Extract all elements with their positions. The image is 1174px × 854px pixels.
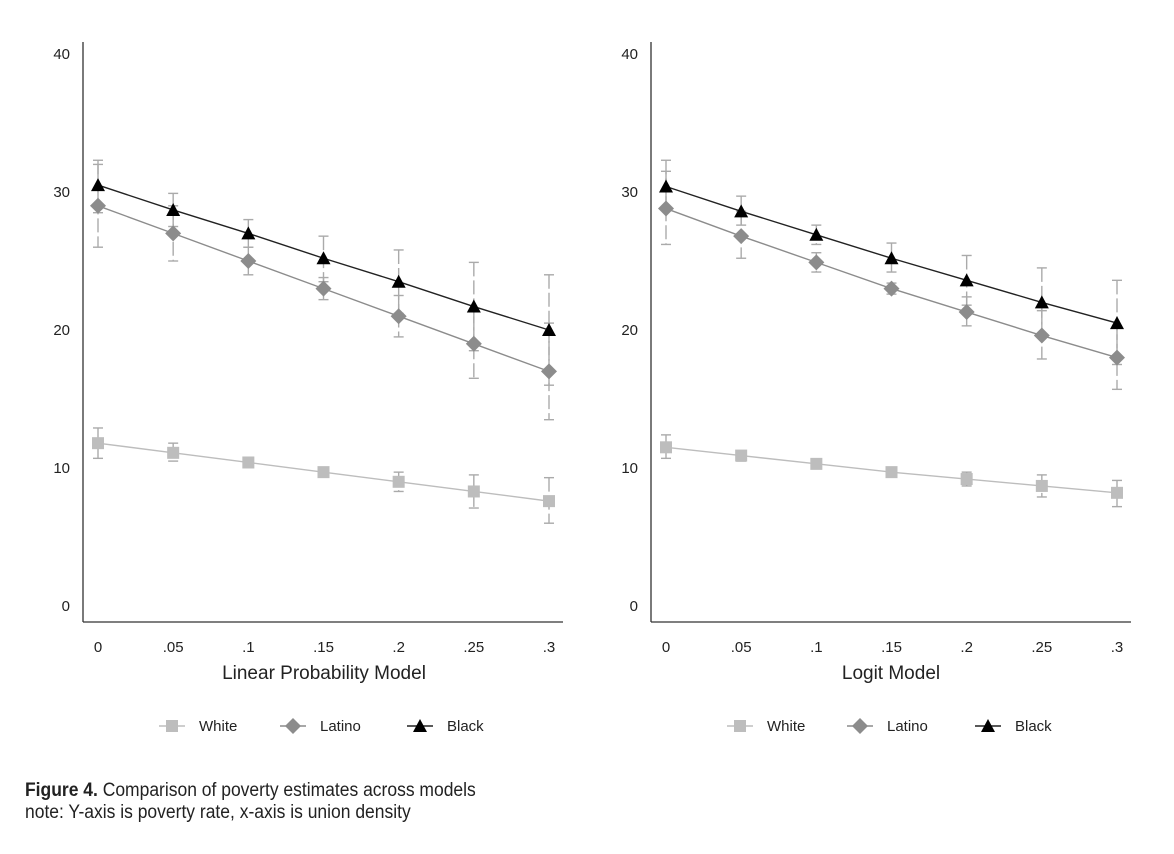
- figure-title: Comparison of poverty estimates across m…: [102, 780, 476, 801]
- data-point: [92, 437, 104, 450]
- x-axis-title: Logit Model: [842, 663, 940, 684]
- data-point: [660, 441, 672, 454]
- data-point: [659, 179, 673, 193]
- legend-marker: [166, 720, 178, 732]
- x-tick-label: .1: [810, 639, 823, 656]
- x-tick-label: .05: [731, 639, 752, 656]
- y-tick-label: 0: [630, 598, 638, 615]
- data-point: [809, 227, 824, 241]
- x-tick-label: 0: [94, 639, 102, 656]
- y-tick-label: 10: [53, 460, 70, 477]
- data-point: [733, 228, 750, 245]
- data-point: [466, 299, 481, 313]
- series-black: [659, 179, 1124, 330]
- error-bars-black: [93, 159, 554, 386]
- series-white: [660, 441, 1123, 499]
- x-tick-label: 0: [662, 639, 670, 656]
- data-point: [315, 280, 332, 297]
- data-point: [167, 446, 180, 459]
- data-point: [317, 466, 330, 479]
- figure-label: Figure 4.: [25, 780, 98, 801]
- legend-marker: [852, 718, 868, 734]
- x-tick-label: .2: [960, 639, 973, 656]
- legend-marker: [981, 719, 995, 732]
- data-point: [1110, 316, 1124, 330]
- series-white: [92, 437, 555, 508]
- figure-note: note: Y-axis is poverty rate, x-axis is …: [25, 802, 411, 823]
- x-tick-label: .25: [1031, 639, 1052, 656]
- y-tick-label: 40: [53, 46, 70, 63]
- legend: White Latino Black: [159, 718, 484, 735]
- data-point: [165, 225, 182, 242]
- data-point: [959, 273, 974, 287]
- legend-marker: [734, 720, 746, 732]
- chart-panel-2: 0 10 20 30 40 0 .05 .1 .15 .2 .25 .3 Logit Model Whit…: [621, 42, 1131, 735]
- data-point: [467, 485, 480, 498]
- figure-caption: Figure 4. Comparison of poverty estimate…: [25, 780, 476, 824]
- legend-label: Latino: [320, 718, 361, 735]
- series-latino: [658, 200, 1125, 366]
- legend-label: White: [767, 718, 805, 735]
- legend: White Latino Black: [727, 718, 1052, 735]
- x-tick-label: .25: [463, 639, 484, 656]
- data-point: [541, 363, 557, 380]
- data-point: [392, 475, 405, 488]
- figure-canvas: 0 10 20 30 40 0 .05 .1 .15 .2 .25 .3 Linear Probabil…: [53, 42, 1131, 735]
- data-point: [884, 251, 899, 265]
- data-point: [960, 473, 973, 486]
- y-tick-label: 20: [53, 322, 70, 339]
- data-point: [1109, 349, 1125, 366]
- data-point: [391, 274, 406, 288]
- data-point: [658, 200, 674, 217]
- data-point: [316, 251, 331, 265]
- x-tick-label: .3: [543, 639, 556, 656]
- x-tick-label: .3: [1111, 639, 1124, 656]
- chart-panel-1: 0 10 20 30 40 0 .05 .1 .15 .2 .25 .3 Linear Probabil…: [53, 42, 563, 735]
- data-point: [1033, 327, 1050, 344]
- series-black: [91, 178, 556, 336]
- x-tick-label: .2: [392, 639, 405, 656]
- y-tick-label: 40: [621, 46, 638, 63]
- y-tick-label: 30: [621, 184, 638, 201]
- legend-label: Black: [447, 718, 484, 735]
- legend-label: Latino: [887, 718, 928, 735]
- legend-marker: [413, 719, 427, 732]
- data-point: [1111, 486, 1123, 499]
- data-point: [90, 197, 106, 214]
- data-point: [810, 457, 823, 470]
- series-latino: [90, 197, 557, 380]
- x-axis-title: Linear Probability Model: [222, 663, 426, 684]
- data-point: [166, 202, 181, 216]
- x-tick-label: .1: [242, 639, 255, 656]
- data-point: [91, 178, 105, 192]
- y-tick-label: 20: [621, 322, 638, 339]
- data-point: [1035, 479, 1048, 492]
- data-point: [242, 456, 255, 469]
- data-point: [958, 304, 975, 321]
- error-bars-latino: [661, 170, 1122, 391]
- legend-marker: [285, 718, 301, 734]
- data-point: [465, 335, 482, 352]
- x-tick-label: .15: [313, 639, 334, 656]
- x-tick-label: .15: [881, 639, 902, 656]
- data-point: [885, 466, 898, 479]
- data-point: [1034, 295, 1049, 309]
- legend-label: Black: [1015, 718, 1052, 735]
- data-point: [240, 253, 257, 269]
- data-point: [542, 323, 556, 336]
- x-tick-label: .05: [163, 639, 184, 656]
- y-tick-label: 10: [621, 460, 638, 477]
- data-point: [883, 280, 900, 297]
- data-point: [735, 449, 748, 462]
- data-point: [808, 254, 825, 271]
- data-point: [543, 495, 555, 508]
- y-tick-label: 0: [62, 598, 70, 615]
- legend-label: White: [199, 718, 237, 735]
- data-point: [390, 308, 407, 325]
- y-tick-label: 30: [53, 184, 70, 201]
- data-point: [734, 204, 749, 218]
- data-point: [241, 226, 256, 240]
